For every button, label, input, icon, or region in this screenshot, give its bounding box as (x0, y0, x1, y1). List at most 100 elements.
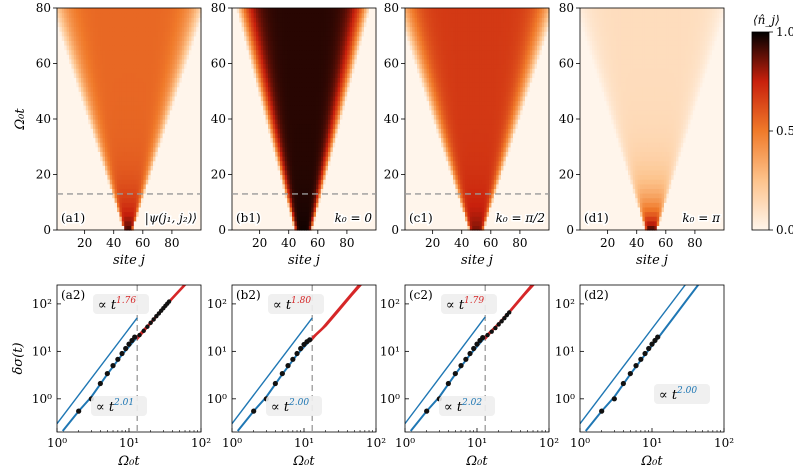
heatmap-cell (296, 220, 300, 226)
heatmap-cell (61, 54, 65, 60)
heatmap-cell (107, 193, 111, 199)
heatmap-cell (265, 156, 269, 162)
heatmap-cell (172, 119, 176, 125)
heatmap-cell (364, 220, 367, 226)
heatmap-cell (344, 206, 348, 213)
heatmap-cell (193, 35, 197, 41)
heatmap-cell (100, 225, 104, 231)
heatmap-cell (356, 142, 360, 148)
heatmap-cell (342, 193, 346, 199)
heatmap-cell (69, 26, 72, 32)
heatmap-cell (100, 12, 104, 18)
heatmap-cell (260, 179, 264, 185)
heatmap-cell (174, 206, 178, 213)
heatmap-cell (114, 169, 118, 176)
heatmap-cell (169, 202, 173, 208)
heatmap-cell (263, 211, 267, 217)
heatmap-cell (78, 77, 82, 83)
heatmap-cell (66, 183, 70, 189)
heatmap-cell (102, 132, 106, 139)
heatmap-cell (181, 220, 185, 226)
heatmap-cell (284, 216, 288, 222)
heatmap-cell (138, 174, 142, 180)
heatmap-cell (246, 193, 250, 199)
heatmap-cell (105, 137, 108, 143)
heatmap-cell (272, 132, 276, 139)
heatmap-cell (57, 197, 60, 203)
heatmap-cell (356, 197, 360, 203)
heatmap-cell (272, 151, 276, 157)
heatmap-cell (186, 179, 190, 185)
heatmap-cell (61, 49, 65, 55)
heatmap-cell (366, 183, 370, 189)
heatmap-cell (119, 169, 123, 176)
heatmap-cell (114, 63, 118, 69)
heatmap-cell (90, 63, 94, 69)
heatmap-cell (88, 31, 92, 37)
heatmap-cell (155, 137, 159, 143)
heatmap-cell (141, 183, 144, 189)
heatmap-cell (141, 105, 144, 111)
heatmap-cell (138, 183, 142, 189)
heatmap-cell (165, 151, 168, 157)
heatmap-cell (121, 188, 125, 194)
heatmap-cell (97, 128, 101, 134)
heatmap-cell (292, 165, 295, 171)
heatmap-cell (177, 174, 180, 180)
heatmap-cell (356, 119, 360, 125)
heatmap-cell (248, 169, 252, 176)
heatmap-cell (169, 17, 173, 23)
heatmap-cell (95, 156, 99, 162)
heatmap-cell (112, 160, 116, 166)
heatmap-cell (71, 40, 75, 46)
heatmap-cell (117, 206, 120, 213)
heatmap-cell (126, 156, 130, 162)
heatmap-cell (69, 174, 72, 180)
heatmap-cell (145, 63, 149, 69)
heatmap-cell (133, 95, 137, 102)
heatmap-cell (117, 174, 120, 180)
heatmap-cell (169, 119, 173, 125)
heatmap-cell (141, 77, 144, 83)
heatmap-cell (157, 142, 161, 148)
heatmap-cell (95, 142, 99, 148)
heatmap-cell (320, 160, 324, 166)
heatmap-cell (179, 156, 183, 162)
heatmap-cell (150, 114, 154, 120)
heatmap-cell (313, 211, 317, 217)
heatmap-cell (129, 156, 132, 162)
heatmap-cell (150, 225, 154, 231)
heatmap-cell (165, 100, 168, 106)
heatmap-cell (248, 114, 252, 120)
heatmap-cell (61, 21, 65, 28)
heatmap-cell (138, 68, 142, 74)
heatmap-cell (88, 137, 92, 143)
heatmap-cell (328, 206, 331, 213)
heatmap-cell (153, 202, 156, 208)
heatmap-cell (57, 142, 60, 148)
heatmap-cell (191, 220, 195, 226)
heatmap-cell (61, 206, 65, 213)
heatmap-cell (328, 119, 331, 125)
heatmap-cell (85, 21, 89, 28)
heatmap-cell (124, 58, 128, 65)
heatmap-cell (119, 72, 123, 78)
heatmap-cell (193, 8, 197, 14)
heatmap-cell (88, 151, 92, 157)
heatmap-cell (95, 123, 99, 129)
heatmap-cell (368, 160, 372, 166)
heatmap-cell (169, 68, 173, 74)
heatmap-cell (328, 132, 331, 139)
heatmap-cell (117, 193, 120, 199)
heatmap-cell (81, 49, 84, 55)
heatmap-cell (289, 128, 293, 134)
heatmap-cell (275, 225, 279, 231)
heatmap-cell (347, 202, 351, 208)
panel-label: (a1) (61, 211, 85, 225)
heatmap-cell (78, 220, 82, 226)
heatmap-cell (251, 114, 255, 120)
heatmap-cell (196, 142, 200, 148)
heatmap-cell (354, 160, 358, 166)
heatmap-cell (272, 165, 276, 171)
heatmap-cell (189, 77, 192, 83)
